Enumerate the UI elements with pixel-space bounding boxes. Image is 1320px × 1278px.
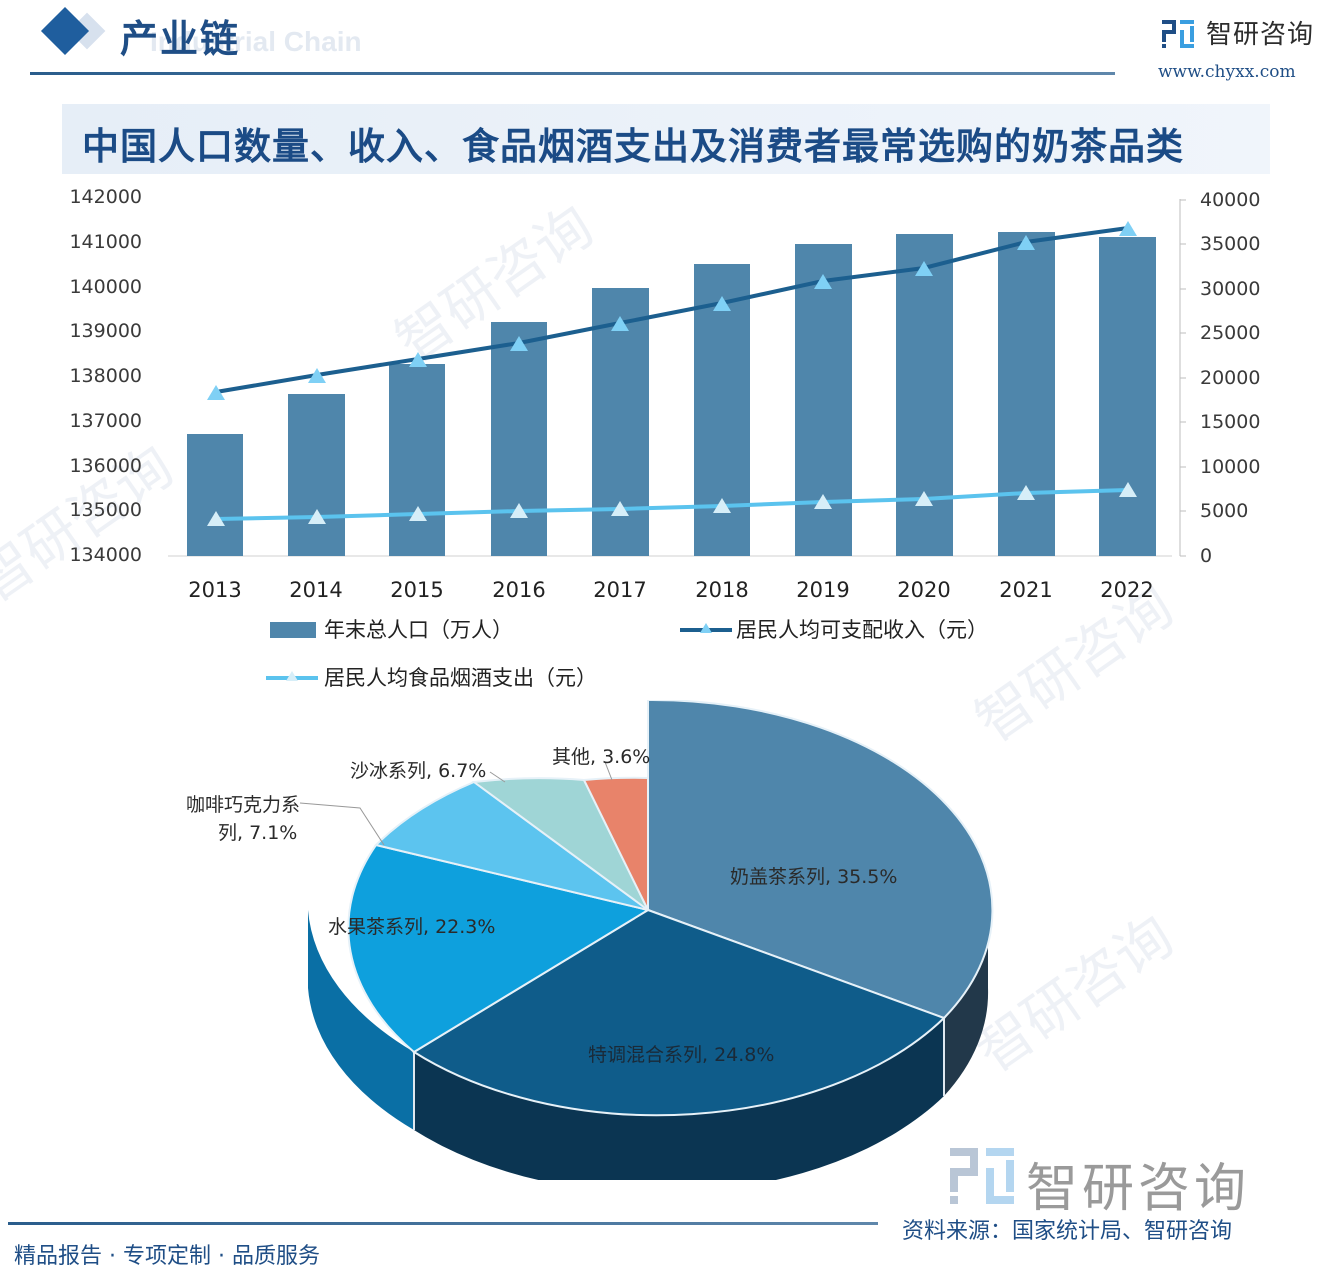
right-axis-tick: 30000 <box>1200 278 1261 300</box>
left-axis-tick: 134000 <box>69 544 142 566</box>
brand-name: 智研咨询 <box>1206 20 1315 50</box>
left-axis-tick: 139000 <box>69 320 142 342</box>
watermark-logo-icon <box>950 1148 1014 1204</box>
pie-chart <box>299 700 994 1180</box>
pie-label-special-mix: 特调混合系列, 24.8% <box>588 1044 775 1066</box>
x-axis-label: 2021 <box>999 578 1053 602</box>
brand-url: www.chyxx.com <box>1158 62 1296 82</box>
chart-title: 中国人口数量、收入、食品烟酒支出及消费者最常选购的奶茶品类 <box>82 124 1184 168</box>
section-title: 产业链 <box>120 16 241 61</box>
food-markers <box>207 482 1137 526</box>
data-source: 资料来源：国家统计局、智研咨询 <box>902 1219 1233 1244</box>
right-axis-tick: 35000 <box>1200 233 1261 255</box>
pie-label-milk-cap: 奶盖茶系列, 35.5% <box>730 866 898 888</box>
x-axis-label: 2014 <box>289 578 343 602</box>
left-axis-tick: 141000 <box>69 231 142 253</box>
left-axis-tick: 135000 <box>69 499 142 521</box>
x-axis-label: 2019 <box>796 578 850 602</box>
x-axis-label: 2020 <box>897 578 951 602</box>
income-line <box>215 226 1129 394</box>
income-markers <box>207 221 1137 400</box>
pie-label-coffee-choc-2: 列, 7.1% <box>218 822 298 844</box>
right-axis-tick: 40000 <box>1200 189 1261 211</box>
legend-label-food: 居民人均食品烟酒支出（元） <box>324 666 597 690</box>
x-axis-label: 2022 <box>1100 578 1154 602</box>
left-axis-tick: 140000 <box>69 276 142 298</box>
pie-label-coffee-choc-1: 咖啡巧克力系 <box>186 794 301 816</box>
x-axis-label: 2016 <box>492 578 546 602</box>
x-axis-label: 2015 <box>390 578 444 602</box>
watermark-brand-name: 智研咨询 <box>1026 1159 1251 1219</box>
footer-tagline: 精品报告 · 专项定制 · 品质服务 <box>14 1244 320 1269</box>
title-banner <box>62 104 1270 174</box>
x-axis-label: 2017 <box>593 578 647 602</box>
legend-swatch-income <box>680 623 732 633</box>
brand-logo-icon <box>1162 20 1194 48</box>
food-line <box>215 488 1129 521</box>
right-axis-tick: 0 <box>1200 545 1213 567</box>
pie-label-fruit: 水果茶系列, 22.3% <box>328 916 496 938</box>
left-axis-tick: 142000 <box>69 186 142 208</box>
pie-label-other: 其他, 3.6% <box>552 746 651 768</box>
left-axis-tick: 136000 <box>69 455 142 477</box>
section-subtitle-watermark: Industrial Chain <box>150 26 362 57</box>
legend-label-income: 居民人均可支配收入（元） <box>736 618 988 642</box>
x-axis-label: 2018 <box>695 578 749 602</box>
pie-label-smoothie: 沙冰系列, 6.7% <box>350 760 487 782</box>
combo-chart-plot <box>168 199 1186 557</box>
legend-label-population: 年末总人口（万人） <box>324 618 513 642</box>
x-axis-label: 2013 <box>188 578 242 602</box>
footer-divider <box>8 1222 878 1225</box>
right-axis-tick: 5000 <box>1200 500 1249 522</box>
left-axis-tick: 138000 <box>69 365 142 387</box>
left-axis-tick: 137000 <box>69 410 142 432</box>
right-axis-tick: 15000 <box>1200 411 1261 433</box>
right-axis-tick: 10000 <box>1200 456 1261 478</box>
right-axis-tick: 20000 <box>1200 367 1261 389</box>
legend-swatch-population <box>270 622 316 638</box>
header-divider <box>30 72 1115 75</box>
legend-swatch-food <box>266 671 318 681</box>
right-axis-tick: 25000 <box>1200 322 1261 344</box>
